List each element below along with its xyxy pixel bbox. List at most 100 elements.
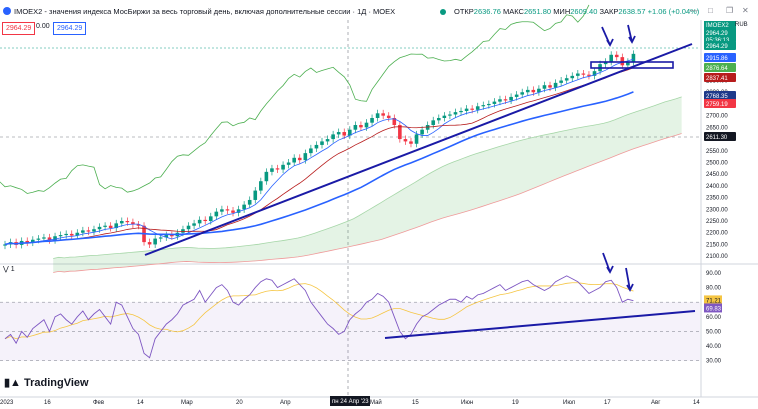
- candle-body: [42, 237, 46, 239]
- arrow-shaft: [625, 267, 631, 291]
- candle-body: [125, 221, 130, 223]
- annotations: [144, 24, 696, 339]
- candle-body: [119, 221, 124, 224]
- time-axis: 202316Фев14Мар20Апр17Май15Июн19Июл17Авг1…: [0, 396, 700, 406]
- maximize-icon[interactable]: □: [708, 6, 713, 15]
- time-tick-label: 20: [236, 400, 243, 406]
- sell-button[interactable]: 2964.29: [2, 22, 36, 35]
- candle-body: [208, 216, 213, 222]
- buy-button[interactable]: 2964.29: [53, 22, 87, 35]
- candle-body: [492, 101, 497, 104]
- candle-body: [203, 219, 208, 222]
- candle-body: [303, 153, 308, 161]
- tenkan-line: [4, 58, 634, 245]
- price-tag: [704, 132, 736, 141]
- time-tick-label: Июл: [563, 400, 576, 406]
- candle-body: [147, 242, 152, 245]
- candle-body: [398, 125, 402, 140]
- rsi-tick-label: 40.00: [706, 344, 722, 350]
- rsi-tick-label: 80.00: [706, 286, 722, 292]
- candle-body: [342, 132, 347, 136]
- candle-body: [47, 237, 52, 241]
- candle-body: [564, 78, 569, 81]
- candle-body: [348, 129, 352, 136]
- rsi-tag-label: 69.83: [706, 306, 722, 312]
- time-tick-label: 19: [512, 400, 519, 406]
- price-tag-label: 2768.35: [706, 94, 728, 100]
- candle-body: [325, 139, 330, 142]
- tradingview-logo[interactable]: ▮▲ TradingView: [4, 376, 89, 389]
- price-tag-label: 2964.29: [706, 44, 728, 50]
- ohlc-values: ОТКР2636.76 МАКС2651.80 МИН2609.40 ЗАКР2…: [454, 7, 700, 16]
- candle-body: [97, 226, 102, 230]
- rsi-tick-label: 50.00: [706, 329, 722, 335]
- rsi-tag-label: 71.21: [706, 298, 722, 304]
- price-tag-label: 2915.86: [706, 56, 728, 62]
- candle-body: [470, 108, 474, 110]
- senkou-span-b: [53, 133, 682, 273]
- price-tag: [704, 99, 736, 108]
- rsi-tick-label: 30.00: [706, 359, 722, 365]
- restore-icon[interactable]: ❐: [726, 6, 734, 15]
- candle-body: [592, 71, 597, 76]
- candle-body: [626, 61, 630, 66]
- time-tick-label: Май: [370, 399, 382, 406]
- candle-body: [514, 94, 519, 97]
- close-icon[interactable]: ✕: [742, 6, 749, 15]
- arrow-head: [606, 38, 614, 47]
- candle-body: [331, 134, 335, 140]
- candle-body: [247, 199, 252, 205]
- candle-body: [309, 148, 313, 154]
- candle-body: [386, 115, 391, 118]
- candle-body: [186, 225, 191, 230]
- trendline-rsi: [384, 310, 696, 339]
- time-tick-label: 17: [604, 400, 611, 406]
- currency-label: RUB: [735, 22, 748, 28]
- time-tick-label: 14: [693, 400, 700, 406]
- time-tick-label: 14: [137, 400, 144, 406]
- candle-body: [375, 113, 380, 118]
- price-tag: [704, 53, 736, 62]
- candle-body: [292, 157, 296, 163]
- market-status-icon: [440, 9, 446, 15]
- candle-body: [414, 134, 419, 144]
- candle-body: [542, 85, 547, 89]
- candle-body: [197, 219, 202, 224]
- candle-body: [108, 225, 113, 229]
- price-tag-label: 2876.64: [706, 66, 728, 72]
- candle-body: [297, 157, 302, 161]
- price-tick-label: 2650.00: [706, 125, 728, 131]
- candle-body: [381, 113, 385, 116]
- candle-body: [570, 75, 575, 79]
- price-tick-label: 2550.00: [706, 149, 728, 155]
- time-tick-label: 15: [412, 400, 419, 406]
- tradingview-logo-icon: ▮▲: [4, 377, 21, 389]
- price-tick-label: 2500.00: [706, 160, 728, 166]
- candle-body: [220, 209, 224, 212]
- ichimoku-cloud: [53, 96, 682, 273]
- rsi-header[interactable]: ⋁ 1: [3, 266, 15, 273]
- candle-body: [509, 96, 513, 101]
- candle-body: [170, 235, 174, 237]
- minimize-icon[interactable]: —: [690, 6, 698, 15]
- price-tick-label: 2300.00: [706, 207, 728, 213]
- candle-body: [253, 190, 258, 200]
- candle-body: [448, 114, 452, 116]
- price-tick-label: 2450.00: [706, 172, 728, 178]
- spread-value: 0.00: [36, 23, 50, 30]
- candle-body: [259, 181, 263, 191]
- tradingview-logo-text: TradingView: [24, 377, 89, 389]
- rsi-tick-label: 90.00: [706, 271, 722, 277]
- rsi-tick-label: 60.00: [706, 315, 722, 321]
- candle-body: [286, 162, 291, 165]
- price-tag: [704, 63, 736, 72]
- candle-body: [136, 224, 141, 226]
- candle-body: [353, 125, 358, 130]
- candle-body: [453, 112, 458, 115]
- candle-body: [75, 232, 80, 236]
- candle-body: [459, 110, 463, 113]
- symbol-logo-icon: [3, 7, 11, 15]
- candle-body: [103, 225, 107, 227]
- symbol-title[interactable]: IMOEX2 - значения индекса МосБиржи за ве…: [14, 7, 396, 16]
